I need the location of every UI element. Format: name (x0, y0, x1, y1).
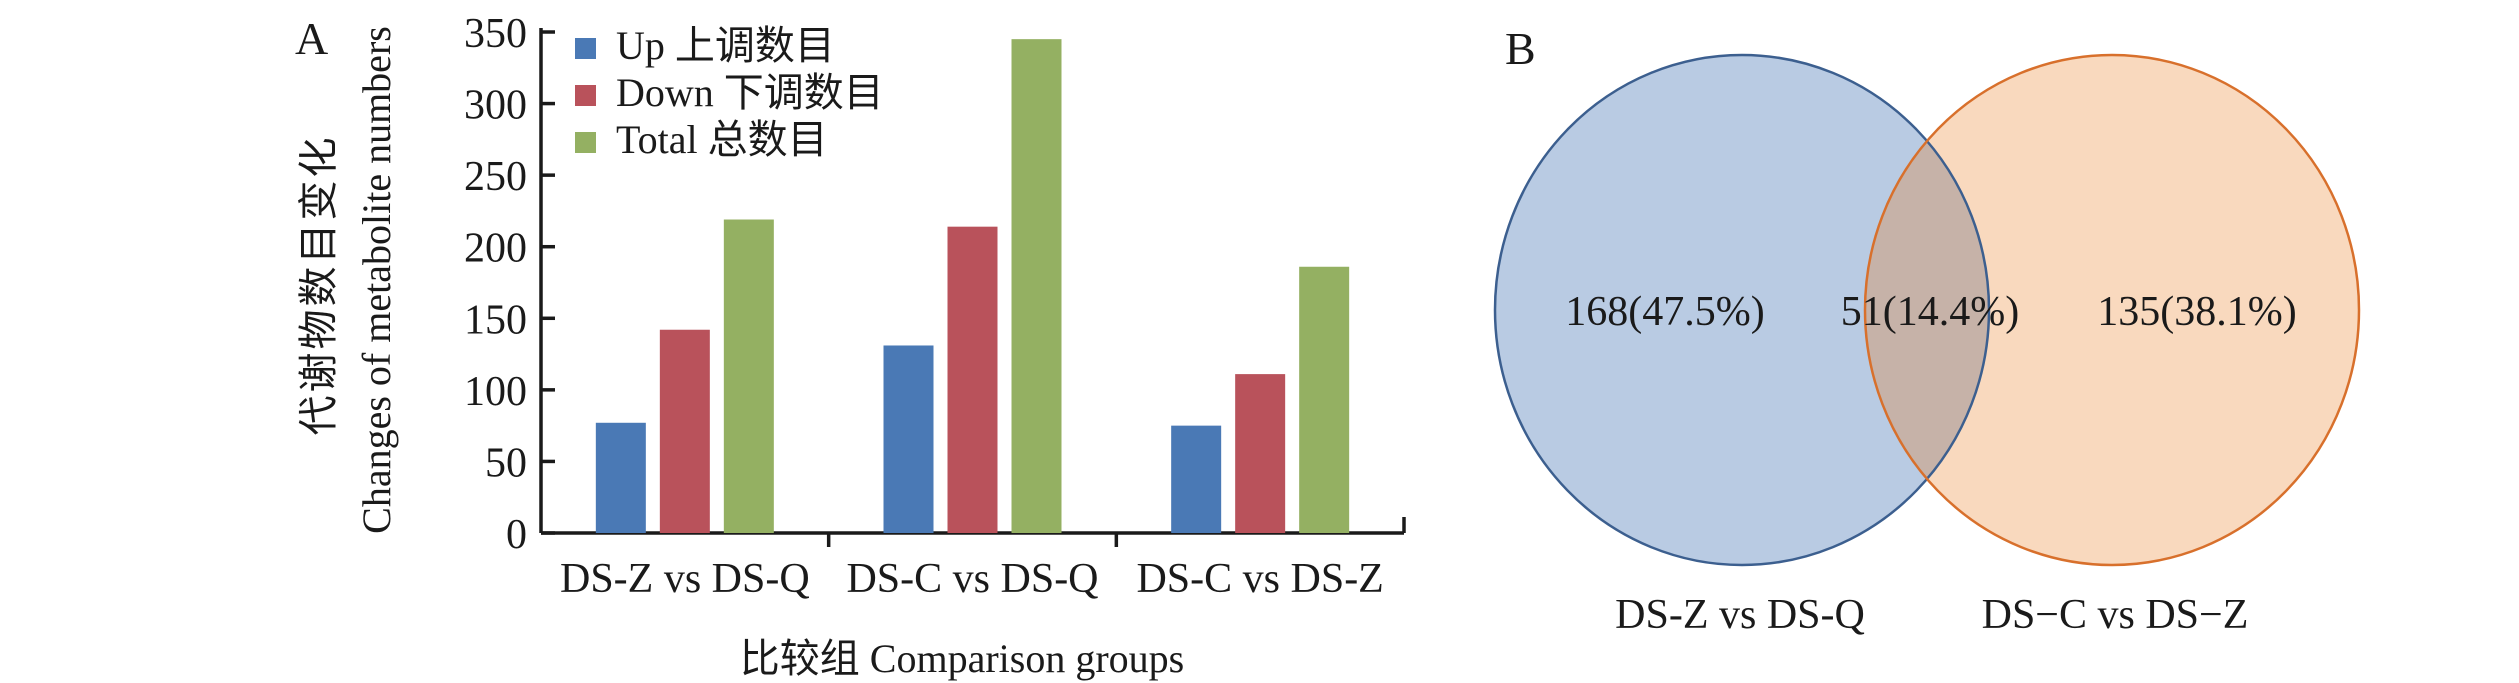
venn-left-circle-fill (1495, 55, 1989, 565)
bar-down-group2 (947, 226, 998, 533)
venn-left-set-label: DS-Z vs DS-Q (1615, 592, 1865, 638)
venn-right-circle-fill (1865, 55, 2359, 565)
bar-down-group3 (1235, 374, 1286, 533)
venn-right-circle-outline (1863, 53, 2361, 567)
bar-total-group3 (1299, 266, 1350, 533)
x-category-label: DS-Z vs DS-Q (560, 556, 810, 602)
bars-layer: 0 50 100 150 200 250 300 350 DS-Z vs DS-Q DS-C vs… (464, 11, 1406, 602)
venn-overlap-region (1864, 141, 1990, 479)
y-axis-tick-label: 300 (464, 83, 527, 129)
bar-up-group2 (883, 345, 934, 533)
y-axis-tick-label: 150 (464, 297, 527, 343)
bar-down-group1 (659, 329, 710, 533)
legend-label: Total 总数目 (616, 117, 828, 162)
bar-up-group1 (595, 422, 646, 533)
y-axis-tick-label: 50 (485, 440, 527, 486)
legend-label: Down 下调数目 (616, 70, 884, 115)
venn-right-value: 135(38.1%) (2097, 289, 2296, 335)
bar-up-group3 (1171, 425, 1222, 533)
x-axis-title: 比较组 Comparison groups (740, 636, 1184, 681)
y-axis-tick-label: 100 (464, 369, 527, 415)
y-axis-tick-label: 250 (464, 154, 527, 200)
legend-swatch (575, 132, 596, 153)
legend-swatch (575, 85, 596, 106)
bar-total-group2 (1011, 39, 1062, 534)
y-axis-tick-label: 350 (464, 11, 527, 57)
legend-label: Up 上调数目 (616, 23, 835, 68)
panel-b-venn-diagram: B 168(47.5%) 51(14.4%) 135(38.1%) DS-Z v… (1493, 23, 2361, 638)
y-axis-title-zh: 代谢物数目变化 (296, 135, 341, 436)
venn-left-circle-outline (1493, 53, 1991, 567)
venn-right-set-label: DS−C vs DS−Z (1982, 592, 2249, 638)
bar-total-group1 (723, 219, 774, 533)
x-category-label: DS-C vs DS-Q (846, 556, 1098, 602)
panel-b-label: B (1505, 23, 1536, 74)
y-axis-title-en: Changes of metabolite numbers (354, 26, 399, 534)
y-axis-tick-label: 200 (464, 226, 527, 272)
x-category-label: DS-C vs DS-Z (1136, 556, 1383, 602)
venn-overlap-value: 51(14.4%) (1841, 289, 2019, 335)
venn-left-value: 168(47.5%) (1565, 289, 1764, 335)
legend-swatch (575, 38, 596, 59)
panel-a-label: A (295, 13, 328, 64)
panel-a-bar-chart: A 代谢物数目变化 Changes of metabolite numbers … (295, 11, 1406, 681)
y-axis-tick-label: 0 (506, 512, 527, 558)
